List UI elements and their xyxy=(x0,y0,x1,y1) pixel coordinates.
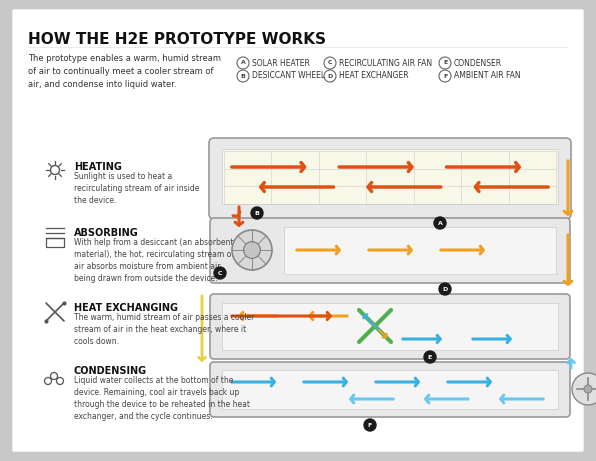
Text: HEAT EXCHANGER: HEAT EXCHANGER xyxy=(339,71,409,81)
Text: E: E xyxy=(428,355,432,360)
Text: F: F xyxy=(368,422,372,427)
Text: SOLAR HEATER: SOLAR HEATER xyxy=(252,59,310,67)
Text: HEAT EXCHANGING: HEAT EXCHANGING xyxy=(74,303,178,313)
Text: HOW THE H2E PROTOTYPE WORKS: HOW THE H2E PROTOTYPE WORKS xyxy=(28,32,326,47)
Circle shape xyxy=(251,207,263,219)
FancyBboxPatch shape xyxy=(284,227,556,274)
Circle shape xyxy=(572,373,596,405)
Text: F: F xyxy=(443,73,447,78)
FancyBboxPatch shape xyxy=(209,138,571,219)
FancyBboxPatch shape xyxy=(12,9,584,452)
Text: The prototype enables a warm, humid stream
of air to continually meet a cooler s: The prototype enables a warm, humid stre… xyxy=(28,54,221,89)
FancyBboxPatch shape xyxy=(222,149,558,204)
Text: HEATING: HEATING xyxy=(74,162,122,172)
Circle shape xyxy=(244,242,260,259)
Circle shape xyxy=(214,267,226,279)
Circle shape xyxy=(424,351,436,363)
Text: E: E xyxy=(443,60,447,65)
Text: A: A xyxy=(241,60,246,65)
Text: The warm, humid stream of air passes a cooler
stream of air in the heat exchange: The warm, humid stream of air passes a c… xyxy=(74,313,254,346)
Circle shape xyxy=(232,230,272,270)
Text: Sunlight is used to heat a
recirculating stream of air inside
the device.: Sunlight is used to heat a recirculating… xyxy=(74,172,200,205)
FancyBboxPatch shape xyxy=(210,218,570,283)
FancyBboxPatch shape xyxy=(210,362,570,417)
FancyBboxPatch shape xyxy=(222,370,558,409)
Text: DESICCANT WHEEL: DESICCANT WHEEL xyxy=(252,71,325,81)
Text: ABSORBING: ABSORBING xyxy=(74,228,139,238)
Text: C: C xyxy=(328,60,332,65)
Circle shape xyxy=(584,385,592,393)
FancyBboxPatch shape xyxy=(210,294,570,359)
Text: CONDENSING: CONDENSING xyxy=(74,366,147,376)
Text: A: A xyxy=(437,220,442,225)
Text: B: B xyxy=(241,73,246,78)
Circle shape xyxy=(434,217,446,229)
FancyBboxPatch shape xyxy=(222,303,558,350)
Text: B: B xyxy=(254,211,259,215)
Text: D: D xyxy=(442,286,448,291)
Circle shape xyxy=(364,419,376,431)
Circle shape xyxy=(439,283,451,295)
Text: C: C xyxy=(218,271,222,276)
Text: AMBIENT AIR FAN: AMBIENT AIR FAN xyxy=(454,71,521,81)
Text: CONDENSER: CONDENSER xyxy=(454,59,502,67)
Text: RECIRCULATING AIR FAN: RECIRCULATING AIR FAN xyxy=(339,59,432,67)
Text: With help from a desiccant (an absorbent
material), the hot, recirculating strea: With help from a desiccant (an absorbent… xyxy=(74,238,234,284)
Text: Liquid water collects at the bottom of the
device. Remaining, cool air travels b: Liquid water collects at the bottom of t… xyxy=(74,376,250,421)
Text: D: D xyxy=(327,73,333,78)
